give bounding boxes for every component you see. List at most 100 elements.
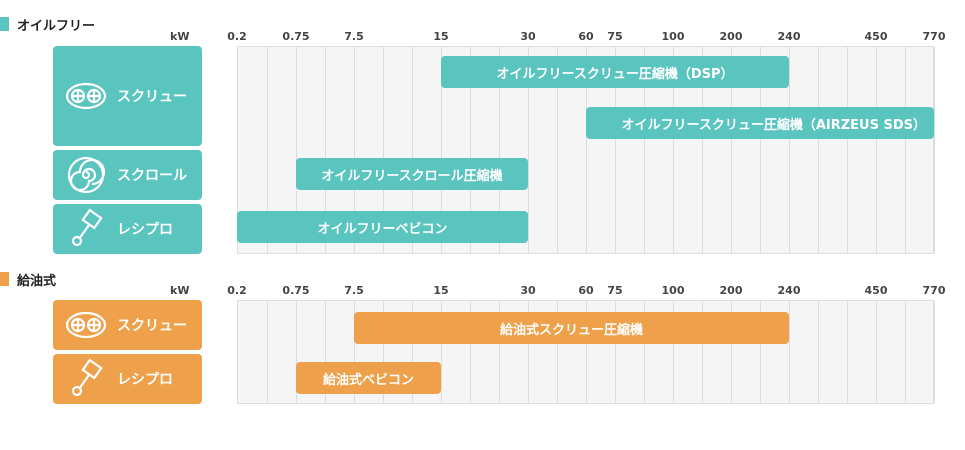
x-tick-label: 100 <box>661 30 685 43</box>
x-tick-label: 200 <box>719 284 743 297</box>
x-tick-label: 450 <box>864 30 888 43</box>
grid-line <box>557 47 558 253</box>
category-piston: レシプロ <box>53 204 202 254</box>
category-piston: レシプロ <box>53 354 202 404</box>
grid-line <box>557 301 558 403</box>
category-screw: スクリュー <box>53 46 202 146</box>
unit-label: kW <box>170 30 190 43</box>
grid-line <box>876 301 877 403</box>
grid-line <box>528 301 529 403</box>
grid-line <box>499 301 500 403</box>
range-bar[interactable]: オイルフリーベビコン <box>237 211 528 243</box>
grid-line <box>354 301 355 403</box>
x-tick-label: 75 <box>607 284 623 297</box>
section-marker <box>0 272 9 286</box>
grid-line <box>296 47 297 253</box>
grid-line <box>296 301 297 403</box>
grid-line <box>673 47 674 253</box>
grid-line <box>818 47 819 253</box>
piston-icon <box>65 208 107 250</box>
grid-line <box>470 301 471 403</box>
x-tick-label: 60 <box>578 284 594 297</box>
piston-icon <box>65 358 107 400</box>
grid-line <box>325 301 326 403</box>
category-label: スクリュー <box>117 318 187 334</box>
x-tick-label: 15 <box>433 284 449 297</box>
grid-line <box>702 301 703 403</box>
x-tick-label: 200 <box>719 30 743 43</box>
grid-line <box>383 301 384 403</box>
section-marker <box>0 17 9 31</box>
grid-line <box>412 301 413 403</box>
grid-line <box>412 47 413 253</box>
grid-line <box>934 301 935 403</box>
category-screw: スクリュー <box>53 300 202 350</box>
grid-line <box>499 47 500 253</box>
grid-line <box>760 301 761 403</box>
grid-line <box>731 47 732 253</box>
category-label: スクリュー <box>117 89 187 105</box>
grid-line <box>905 301 906 403</box>
grid-line <box>847 301 848 403</box>
range-bar[interactable]: オイルフリースクロール圧縮機 <box>296 158 528 190</box>
x-tick-label: 0.75 <box>282 30 310 43</box>
grid-line <box>267 47 268 253</box>
grid-line <box>586 47 587 253</box>
grid-line <box>818 301 819 403</box>
x-tick-label: 7.5 <box>344 284 364 297</box>
x-tick-label: 0.75 <box>282 284 310 297</box>
x-tick-label: 15 <box>433 30 449 43</box>
x-tick-label: 0.2 <box>227 284 247 297</box>
x-tick-label: 240 <box>777 30 801 43</box>
grid-line <box>847 47 848 253</box>
x-tick-label: 75 <box>607 30 623 43</box>
grid-line <box>876 47 877 253</box>
x-tick-label: 240 <box>777 284 801 297</box>
category-label: レシプロ <box>117 372 173 388</box>
category-label: レシプロ <box>117 222 173 238</box>
x-tick-label: 770 <box>922 284 946 297</box>
grid-line <box>644 47 645 253</box>
grid-line <box>789 301 790 403</box>
grid-line <box>325 47 326 253</box>
x-tick-label: 0.2 <box>227 30 247 43</box>
range-bar[interactable]: 給油式ベビコン <box>296 362 441 394</box>
x-tick-label: 60 <box>578 30 594 43</box>
x-tick-label: 7.5 <box>344 30 364 43</box>
grid-line <box>470 47 471 253</box>
grid-line <box>789 47 790 253</box>
x-tick-label: 30 <box>520 30 536 43</box>
range-bar[interactable]: オイルフリースクリュー圧縮機（AIRZEUS SDS） <box>586 107 934 139</box>
grid-line <box>615 301 616 403</box>
range-bar[interactable]: オイルフリースクリュー圧縮機（DSP） <box>441 56 789 88</box>
grid-line <box>934 47 935 253</box>
grid-line <box>905 47 906 253</box>
category-scroll: スクロール <box>53 150 202 200</box>
section-title-text: オイルフリー <box>17 18 96 34</box>
category-label: スクロール <box>117 168 187 184</box>
scroll-icon <box>65 154 107 196</box>
range-bar[interactable]: 給油式スクリュー圧縮機 <box>354 312 789 344</box>
x-tick-label: 770 <box>922 30 946 43</box>
section-title-oiled: 給油式 <box>0 268 56 290</box>
grid-line <box>354 47 355 253</box>
grid-line <box>383 47 384 253</box>
x-tick-label: 100 <box>661 284 685 297</box>
section-title-text: 給油式 <box>17 273 57 289</box>
screw-icon <box>65 75 107 117</box>
grid-line <box>586 301 587 403</box>
unit-label: kW <box>170 284 190 297</box>
grid-line <box>267 301 268 403</box>
grid-line <box>441 47 442 253</box>
grid-line <box>528 47 529 253</box>
x-tick-label: 30 <box>520 284 536 297</box>
x-tick-label: 450 <box>864 284 888 297</box>
grid-line <box>731 301 732 403</box>
grid-line <box>644 301 645 403</box>
grid-line <box>760 47 761 253</box>
screw-icon <box>65 304 107 346</box>
section-title-oilfree: オイルフリー <box>0 13 95 35</box>
grid-line <box>615 47 616 253</box>
grid-line <box>441 301 442 403</box>
grid-line <box>702 47 703 253</box>
